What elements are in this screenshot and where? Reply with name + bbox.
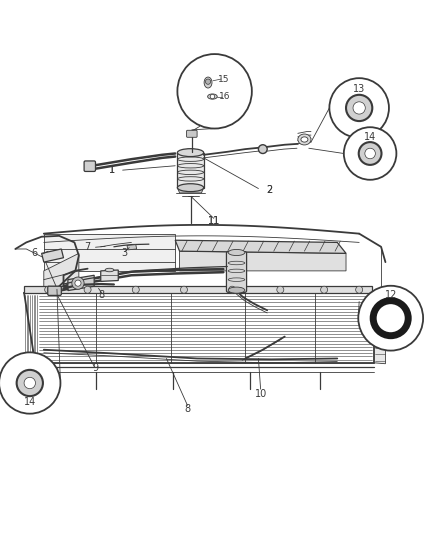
Circle shape [356,286,363,293]
Text: 11: 11 [208,216,220,227]
Circle shape [365,148,375,159]
Circle shape [0,352,60,414]
Circle shape [17,370,43,396]
FancyBboxPatch shape [0,47,438,229]
Text: 10: 10 [254,389,267,399]
Polygon shape [68,275,94,290]
Circle shape [277,286,284,293]
Circle shape [358,286,423,351]
FancyBboxPatch shape [226,252,247,292]
FancyBboxPatch shape [48,286,61,295]
Ellipse shape [301,137,308,142]
Circle shape [24,377,35,389]
Text: 16: 16 [219,92,230,101]
Ellipse shape [208,94,217,99]
Text: 2: 2 [266,185,272,195]
Circle shape [344,127,396,180]
Circle shape [346,95,372,121]
Text: 15: 15 [218,75,229,84]
FancyBboxPatch shape [187,130,197,138]
Circle shape [258,145,267,154]
Circle shape [84,286,91,293]
Text: 6: 6 [31,248,37,259]
Text: 2: 2 [266,185,272,195]
Text: 8: 8 [184,404,191,414]
Polygon shape [180,251,346,271]
Text: 12: 12 [385,290,397,301]
Polygon shape [177,152,204,188]
Polygon shape [175,240,346,253]
Circle shape [229,286,236,293]
Circle shape [75,280,81,286]
Text: 1: 1 [109,165,115,175]
Ellipse shape [105,268,114,272]
Polygon shape [177,188,204,193]
Circle shape [321,286,328,293]
Text: 7: 7 [85,242,91,252]
Text: 13: 13 [353,84,365,94]
FancyBboxPatch shape [84,161,95,172]
Circle shape [180,286,187,293]
Polygon shape [127,245,137,250]
Polygon shape [44,233,175,271]
Circle shape [353,102,365,114]
Ellipse shape [177,184,204,191]
Text: 14: 14 [24,397,36,407]
Text: 8: 8 [99,290,105,300]
Circle shape [132,286,139,293]
Circle shape [205,79,211,84]
Circle shape [72,277,84,289]
Ellipse shape [298,134,311,145]
Circle shape [329,78,389,138]
Text: 14: 14 [364,132,376,142]
Polygon shape [42,249,64,262]
Text: 9: 9 [92,363,98,373]
Text: 1: 1 [109,165,115,175]
Circle shape [359,142,381,165]
Polygon shape [44,253,79,290]
Circle shape [45,286,52,293]
Polygon shape [374,293,385,364]
Polygon shape [101,270,118,281]
Text: 11: 11 [208,216,220,227]
Ellipse shape [177,149,204,157]
Ellipse shape [228,249,245,255]
Circle shape [177,54,252,128]
Text: 3: 3 [122,248,128,259]
Ellipse shape [228,287,245,293]
Circle shape [210,94,215,99]
Polygon shape [24,286,372,293]
Ellipse shape [204,77,212,88]
